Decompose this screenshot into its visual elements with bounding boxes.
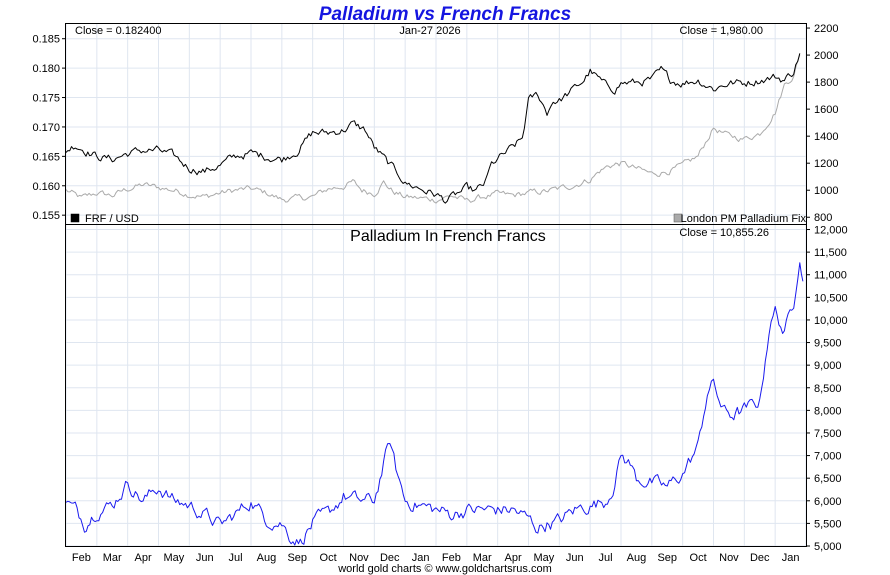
bottom-tick-label: 6,000: [814, 496, 842, 508]
legend-label-palladium-fix: London PM Palladium Fix: [681, 213, 807, 225]
bottom-tick-label: 12,000: [814, 225, 848, 237]
month-tick-label: Feb: [442, 552, 461, 564]
left-tick-label: 0.180: [32, 63, 60, 75]
right-close-label: Close = 1,980.00: [680, 25, 763, 37]
month-tick-label: May: [534, 552, 555, 564]
month-tick-label: Oct: [690, 552, 707, 564]
left-tick-label: 0.175: [32, 93, 60, 105]
month-tick-label: Jun: [196, 552, 214, 564]
month-tick-label: Jul: [599, 552, 613, 564]
left-close-label: Close = 0.182400: [75, 25, 162, 37]
bottom-right-axis: 5,000 5,500 6,000 6,500 7,000 7,500 8,000 8,500…: [806, 225, 848, 553]
month-tick-label: Jun: [566, 552, 584, 564]
left-tick-label: 0.170: [32, 122, 60, 134]
right-tick-label: 1200: [814, 158, 838, 170]
date-label: Jan-27 2026: [399, 25, 460, 37]
chart-title: Palladium vs French Francs: [319, 4, 571, 25]
bottom-tick-label: 10,000: [814, 315, 848, 327]
bottom-tick-label: 9,000: [814, 360, 842, 372]
top-left-axis: 0.155 0.160 0.165 0.170 0.175 0.180 0.185: [32, 34, 66, 222]
bottom-tick-label: 10,500: [814, 292, 848, 304]
month-tick-label: Feb: [72, 552, 91, 564]
month-tick-label: Jan: [782, 552, 800, 564]
month-tick-label: Dec: [380, 552, 400, 564]
legend-swatch-palladium-fix: [673, 213, 683, 223]
legend-label-frf-usd: FRF / USD: [85, 213, 139, 225]
right-tick-label: 2000: [814, 50, 838, 62]
bottom-tick-label: 5,000: [814, 541, 842, 553]
right-tick-label: 1000: [814, 185, 838, 197]
bottom-close-label: Close = 10,855.26: [679, 227, 769, 239]
month-tick-label: Nov: [349, 552, 369, 564]
right-tick-label: 1800: [814, 77, 838, 89]
left-tick-label: 0.165: [32, 151, 60, 163]
bottom-tick-label: 6,500: [814, 473, 842, 485]
bottom-tick-label: 11,500: [814, 247, 847, 259]
month-tick-label: Jan: [412, 552, 430, 564]
bottom-tick-label: 5,500: [814, 518, 842, 530]
bottom-panel-series: [65, 262, 804, 546]
month-tick-label: Aug: [627, 552, 647, 564]
month-tick-label: Jul: [229, 552, 243, 564]
top-panel-series: [65, 53, 801, 204]
bottom-tick-label: 7,500: [814, 428, 842, 440]
bottom-panel-frame: [65, 224, 807, 547]
left-tick-label: 0.185: [32, 34, 60, 46]
bottom-tick-label: 8,000: [814, 405, 842, 417]
month-tick-label: Sep: [657, 552, 677, 564]
bottom-tick-label: 9,500: [814, 338, 842, 350]
month-tick-label: Apr: [505, 552, 522, 564]
month-tick-label: Apr: [135, 552, 152, 564]
month-tick-label: Sep: [287, 552, 307, 564]
x-axis: Feb Mar Apr May Jun Jul Aug Sep Oct Nov Dec Jan Feb M…: [72, 552, 800, 564]
bottom-tick-label: 7,000: [814, 451, 842, 463]
left-tick-label: 0.160: [32, 181, 60, 193]
month-tick-label: Nov: [719, 552, 739, 564]
top-right-axis: 800 1000 1200 1400 1600 1800 2000 2200: [806, 23, 838, 224]
left-tick-label: 0.155: [32, 210, 60, 222]
right-tick-label: 800: [814, 212, 832, 224]
month-tick-label: Dec: [750, 552, 770, 564]
bottom-tick-label: 8,500: [814, 383, 842, 395]
right-tick-label: 1600: [814, 104, 838, 116]
top-panel-grid: [65, 24, 807, 224]
bottom-tick-label: 11,000: [814, 270, 847, 282]
legend-swatch-frf-usd: [70, 213, 80, 223]
palladium-fix-line: [65, 54, 801, 204]
month-tick-label: Aug: [257, 552, 277, 564]
right-tick-label: 2200: [814, 23, 838, 35]
month-tick-label: Mar: [473, 552, 492, 564]
month-tick-label: Oct: [320, 552, 337, 564]
frf-usd-line: [65, 53, 801, 204]
bottom-chart-title: Palladium In French Francs: [350, 228, 546, 245]
footer-credit: world gold charts © www.goldchartsrus.co…: [337, 563, 552, 575]
bottom-panel-grid: [65, 225, 807, 547]
palladium-frf-line: [65, 262, 804, 546]
right-tick-label: 1400: [814, 131, 838, 143]
month-tick-label: May: [164, 552, 185, 564]
month-tick-label: Mar: [103, 552, 122, 564]
